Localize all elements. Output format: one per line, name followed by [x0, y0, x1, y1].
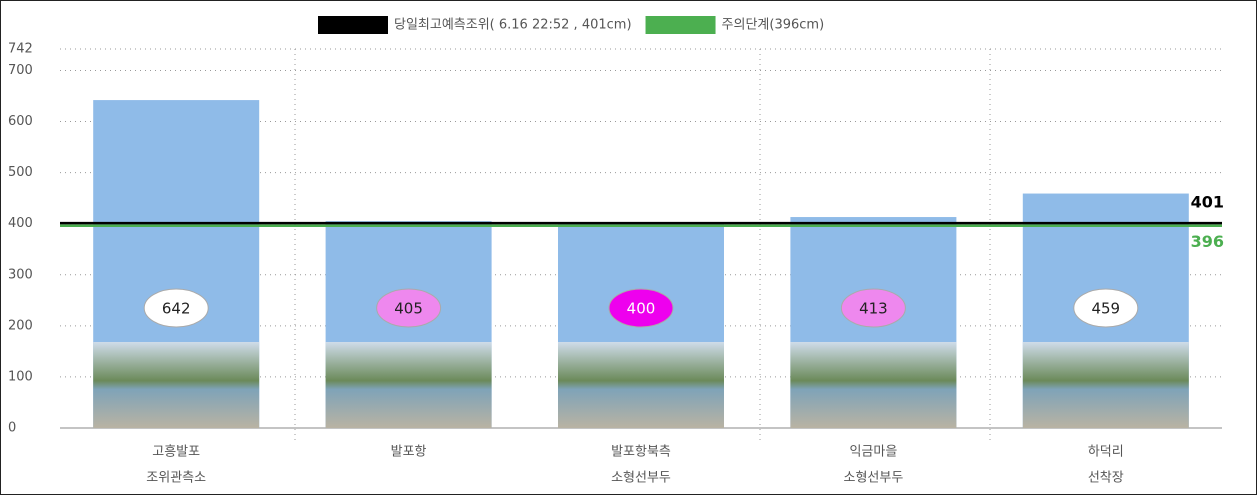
x-tick-label: 조위관측소	[146, 471, 206, 486]
x-tick-label: 선착장	[1088, 471, 1124, 486]
y-tick-label: 500	[8, 165, 33, 180]
legend-swatch	[645, 16, 716, 34]
site-photo	[1022, 342, 1189, 428]
y-tick-label: 742	[8, 42, 33, 57]
value-bubble	[376, 288, 442, 328]
site-photo	[790, 342, 957, 428]
y-tick-label: 700	[8, 63, 33, 78]
x-tick-label: 익금마을	[849, 445, 897, 460]
value-label: 405	[394, 300, 423, 318]
y-tick-label: 200	[8, 318, 33, 333]
legend-label: 당일최고예측조위( 6.16 22:52 , 401cm)	[394, 18, 632, 33]
value-label: 642	[162, 300, 191, 318]
y-tick-label: 100	[8, 369, 33, 384]
value-bubble	[143, 288, 209, 328]
value-bubble	[608, 288, 674, 328]
site-photo	[325, 342, 492, 428]
threshold-label: 401	[1191, 193, 1224, 212]
x-tick-label: 소형선부두	[843, 471, 903, 486]
value-label: 459	[1091, 300, 1120, 318]
y-tick-label: 300	[8, 267, 33, 282]
legend-swatch	[318, 16, 388, 34]
x-tick-label: 소형선부두	[611, 471, 671, 486]
x-tick-label: 하덕리	[1088, 445, 1124, 460]
y-tick-label: 600	[8, 114, 33, 129]
x-tick-label: 발포항	[391, 445, 427, 460]
site-photo	[558, 342, 724, 428]
value-bubble	[840, 288, 906, 328]
y-tick-label: 400	[8, 216, 33, 231]
threshold-label: 396	[1191, 232, 1224, 251]
x-tick-label: 발포항북측	[611, 445, 671, 460]
y-tick-label: 0	[8, 421, 16, 436]
site-photo	[93, 342, 260, 428]
x-tick-label: 고흥발포	[152, 445, 200, 460]
legend-label: 주의단계(396cm)	[722, 18, 825, 33]
value-bubble	[1073, 288, 1139, 328]
value-label: 413	[859, 300, 888, 318]
value-label: 400	[627, 300, 656, 318]
